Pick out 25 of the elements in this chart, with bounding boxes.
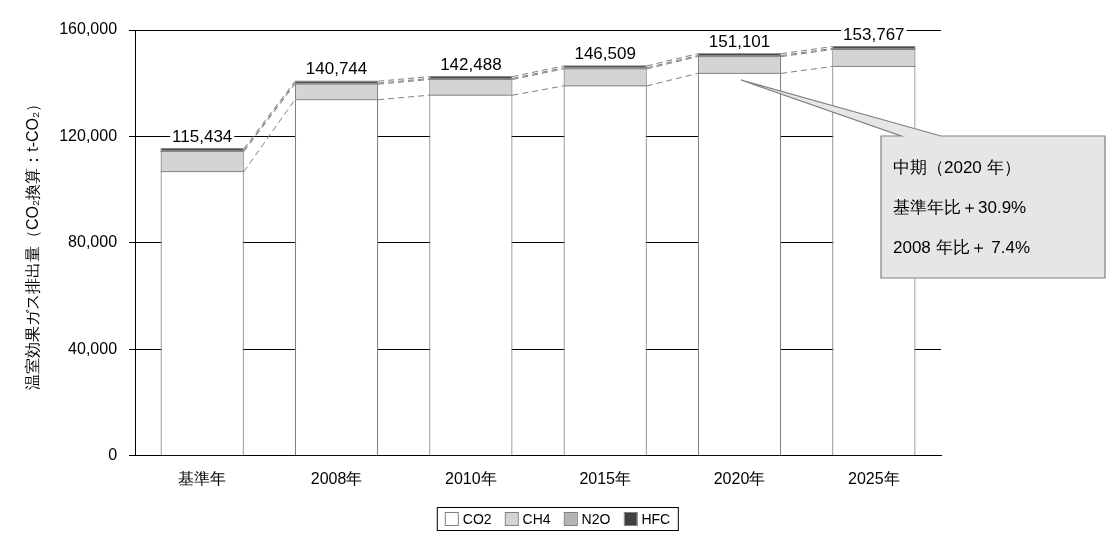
x-tick-label: 2015年 — [579, 469, 631, 487]
total-label: 146,509 — [574, 44, 636, 64]
x-tick-label: 2010年 — [445, 469, 497, 487]
annotation: 中期（2020 年） — [893, 157, 1021, 177]
y-tick-label: 160,000 — [59, 20, 118, 38]
y-tick-label: 40,000 — [68, 339, 118, 357]
total-label: 151,101 — [708, 31, 771, 51]
total-label: 115,434 — [172, 126, 233, 146]
y-tick-label: 0 — [108, 446, 118, 464]
total-label: 140,744 — [305, 59, 368, 79]
annotation: 基準年比＋30.9% — [893, 197, 1027, 217]
legend-label: CO2 — [462, 511, 492, 527]
total-label: 142,488 — [440, 54, 502, 74]
x-tick-label: 基準年 — [178, 469, 227, 487]
legend-label: CH4 — [522, 511, 551, 527]
x-tick-label: 2025年 — [848, 469, 900, 487]
x-tick-label: 2020年 — [713, 469, 766, 487]
legend-label: HFC — [641, 511, 671, 527]
y-tick-label: 80,000 — [68, 233, 118, 251]
y-tick-label: 120,000 — [59, 126, 118, 144]
annotation: 2008 年比＋ 7.4% — [893, 237, 1031, 257]
x-tick-label: 2008年 — [310, 469, 363, 487]
legend-label: N2O — [581, 511, 611, 527]
y-axis-title: 温室効果ガス排出量（CO₂換算：t-CO₂） — [24, 95, 42, 390]
total-label: 153,767 — [843, 24, 905, 44]
